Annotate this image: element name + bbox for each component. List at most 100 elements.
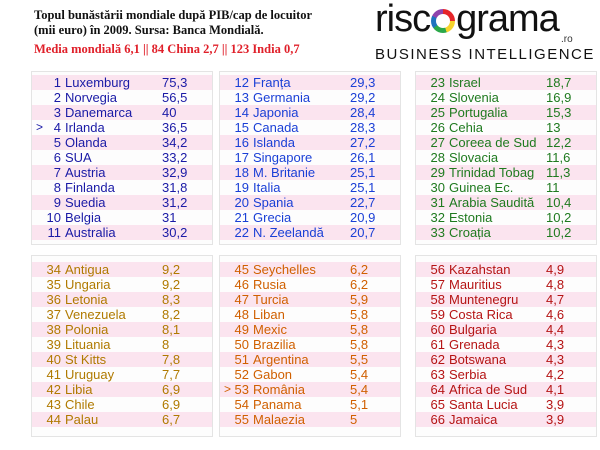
chart-subtitle: Media mondială 6,1 || 84 China 2,7 || 12…: [34, 42, 300, 56]
table-row: 18 M. Britanie 25,1: [220, 165, 400, 180]
table-row: 25 Portugalia 15,3: [416, 105, 596, 120]
value-cell: 11,3: [546, 165, 571, 180]
rank-cell: 7: [53, 165, 61, 180]
logo-wordmark: risc grama: [375, 0, 560, 41]
country-cell: Austria: [65, 165, 106, 180]
table-row: >4 Irlanda 36,5: [32, 120, 212, 135]
country-cell: Suedia: [65, 195, 106, 210]
value-cell: 8: [162, 337, 170, 352]
table-row: 35 Ungaria 9,2: [32, 277, 212, 292]
table-row: 65 Santa Lucia 3,9: [416, 397, 596, 412]
country-cell: N. Zeelandă: [253, 225, 324, 240]
table-row: 24 Slovenia 16,9: [416, 90, 596, 105]
rank-cell: 64: [430, 382, 445, 397]
value-cell: 31,8: [162, 180, 188, 195]
table-row: 38 Polonia 8,1: [32, 322, 212, 337]
table-row: 27 Coreea de Sud 12,2: [416, 135, 596, 150]
rank-cell: 62: [430, 352, 445, 367]
country-cell: Africa de Sud: [449, 382, 528, 397]
table-row: 51 Argentina 5,5: [220, 352, 400, 367]
table-row: 34 Antigua 9,2: [32, 262, 212, 277]
value-cell: 34,2: [162, 135, 188, 150]
country-cell: Liban: [253, 307, 285, 322]
value-cell: 8,3: [162, 292, 181, 307]
table-row: 22 N. Zeelandă 20,7: [220, 225, 400, 240]
rank-cell: 56: [430, 262, 445, 277]
rank-cell: 35: [46, 277, 61, 292]
table-row: 2 Norvegia 56,5: [32, 90, 212, 105]
table-row: 36 Letonia 8,3: [32, 292, 212, 307]
value-cell: 10,2: [546, 210, 572, 225]
country-cell: Olanda: [65, 135, 107, 150]
table-row: 66 Jamaica 3,9: [416, 412, 596, 427]
rank-cell: 19: [234, 180, 249, 195]
rank-cell: 23: [430, 75, 445, 90]
country-cell: Irlanda: [65, 120, 105, 135]
value-cell: 16,9: [546, 90, 572, 105]
rank-cell: 31: [430, 195, 445, 210]
value-cell: 11: [546, 180, 560, 195]
rank-cell: 13: [234, 90, 249, 105]
rank-cell: 38: [46, 322, 61, 337]
riscograma-logo: risc grama .ro BUSINESS INTELLIGENCE: [375, 0, 593, 70]
table-row: 60 Bulgaria 4,4: [416, 322, 596, 337]
row-marker: >: [35, 120, 43, 134]
value-cell: 9,2: [162, 277, 181, 292]
rank-cell: 30: [430, 180, 445, 195]
country-cell: Libia: [65, 382, 93, 397]
rank-cell: 41: [46, 367, 61, 382]
value-cell: 29,2: [350, 90, 376, 105]
country-cell: Grecia: [253, 210, 292, 225]
rank-cell: 8: [53, 180, 61, 195]
rank-cell: 50: [234, 337, 249, 352]
rank-cell: 53: [234, 382, 249, 397]
country-cell: Rusia: [253, 277, 287, 292]
value-cell: 33,2: [162, 150, 188, 165]
value-cell: 5,9: [350, 292, 369, 307]
country-cell: Danemarca: [65, 105, 133, 120]
table-row: 46 Rusia 6,2: [220, 277, 400, 292]
rank-cell: 42: [46, 382, 61, 397]
row-marker: >: [223, 382, 231, 396]
table-row: 30 Guinea Ec. 11: [416, 180, 596, 195]
country-cell: Portugalia: [449, 105, 508, 120]
rank-cell: 1: [53, 75, 61, 90]
value-cell: 28,4: [350, 105, 376, 120]
table-row: 52 Gabon 5,4: [220, 367, 400, 382]
country-cell: Chile: [65, 397, 95, 412]
rank-cell: 40: [46, 352, 61, 367]
value-cell: 4,3: [546, 337, 565, 352]
value-cell: 32,9: [162, 165, 188, 180]
value-cell: 4,7: [546, 292, 565, 307]
table-row: 56 Kazahstan 4,9: [416, 262, 596, 277]
table-row: 64 Africa de Sud 4,1: [416, 382, 596, 397]
rank-cell: 17: [234, 150, 249, 165]
rank-cell: 39: [46, 337, 61, 352]
value-cell: 25,1: [350, 180, 376, 195]
country-cell: Costa Rica: [449, 307, 513, 322]
table-row: 31 Arabia Saudită 10,4: [416, 195, 596, 210]
country-cell: Finlanda: [65, 180, 115, 195]
rank-cell: 22: [234, 225, 249, 240]
value-cell: 7,7: [162, 367, 181, 382]
value-cell: 6,2: [350, 277, 369, 292]
value-cell: 9,2: [162, 262, 181, 277]
value-cell: 5,8: [350, 307, 369, 322]
value-cell: 4,2: [546, 367, 565, 382]
table-row: 42 Libia 6,9: [32, 382, 212, 397]
table-row: 23 Israel 18,7: [416, 75, 596, 90]
country-cell: Seychelles: [253, 262, 316, 277]
value-cell: 5,5: [350, 352, 369, 367]
rank-cell: 28: [430, 150, 445, 165]
rank-cell: 66: [430, 412, 445, 427]
rank-cell: 16: [234, 135, 249, 150]
country-cell: St Kitts: [65, 352, 107, 367]
table-row: 33 Croația 10,2: [416, 225, 596, 240]
country-cell: Singapore: [253, 150, 313, 165]
rank-cell: 55: [234, 412, 249, 427]
rank-cell: 61: [430, 337, 445, 352]
table-row: 39 Lituania 8: [32, 337, 212, 352]
table-panel-1: 1 Luxemburg 75,3 2 Norvegia 56,5 3 Danemarca 40 >…: [31, 71, 213, 245]
table-row: 26 Cehia 13: [416, 120, 596, 135]
table-row: 37 Venezuela 8,2: [32, 307, 212, 322]
